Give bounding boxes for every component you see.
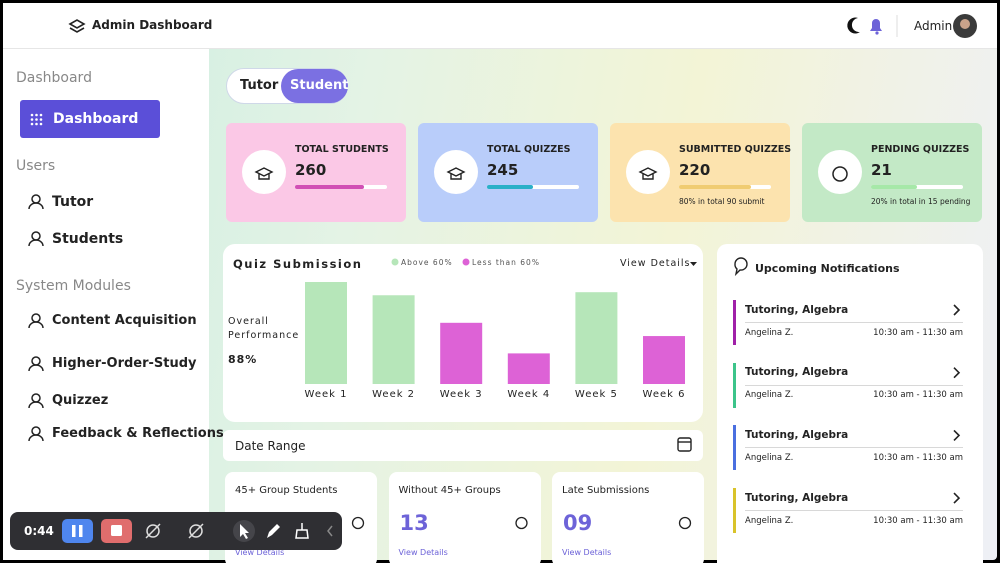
progress-track (487, 185, 579, 189)
pause-button[interactable] (62, 519, 93, 543)
progress-fill (487, 185, 533, 189)
info-card-value: 09 (563, 511, 593, 535)
stat-value: 260 (295, 161, 327, 179)
notification-accent (733, 425, 736, 471)
notification-name: Angelina Z. (745, 390, 794, 401)
toggle-active[interactable] (281, 69, 348, 103)
top-bar (3, 3, 997, 49)
date-range-label: Date Range (235, 439, 306, 453)
notification-title[interactable]: Tutoring, Algebra (745, 491, 849, 504)
progress-fill (295, 185, 364, 189)
toggle-option[interactable]: Tutor (240, 78, 279, 93)
notification-name: Angelina Z. (745, 515, 794, 526)
sidebar-heading: Users (16, 158, 56, 174)
notifications-title: Upcoming Notifications (755, 262, 900, 275)
notification-title[interactable]: Tutoring, Algebra (745, 366, 849, 379)
notification-rule (745, 447, 963, 449)
notification-title[interactable]: Tutoring, Algebra (745, 303, 849, 316)
notification-time: 10:30 am - 11:30 am (873, 390, 963, 401)
stat-note: 80% in total 90 submit (679, 196, 765, 206)
info-card-title: 45+ Group Students (235, 485, 338, 496)
legend-label: Above 60% (401, 257, 453, 267)
info-card-link[interactable]: View Details (235, 548, 285, 557)
notification-rule (745, 510, 963, 512)
stat-label: PENDING QUIZZES (871, 143, 970, 155)
notification-time: 10:30 am - 11:30 am (873, 452, 963, 463)
info-card-value: 13 (399, 511, 429, 535)
view-details[interactable]: View Details (620, 257, 691, 269)
notification-accent (733, 362, 736, 408)
info-card-link[interactable]: View Details (562, 548, 612, 557)
notifications-card (717, 244, 983, 563)
date-range[interactable] (223, 430, 703, 461)
stat-icon-bg (434, 150, 478, 194)
nav-item[interactable]: Dashboard (53, 111, 139, 127)
nav-item[interactable]: Quizzez (52, 393, 109, 408)
notification-name: Angelina Z. (745, 327, 794, 338)
stat-value: 220 (679, 161, 711, 179)
x-tick-label: Week 6 (642, 389, 686, 400)
side-label: Overall Performance (228, 315, 300, 341)
stat-icon-bg (242, 150, 286, 194)
info-card (552, 472, 704, 563)
progress-fill (679, 185, 751, 189)
stat-icon-bg (626, 150, 670, 194)
stat-label: TOTAL STUDENTS (295, 143, 389, 155)
toggle-option[interactable]: Student (290, 78, 349, 93)
stat-value: 245 (487, 161, 519, 179)
notification-time: 10:30 am - 11:30 am (873, 515, 963, 526)
notification-name: Angelina Z. (745, 452, 794, 463)
recorder-time: 0:44 (24, 524, 54, 538)
legend-label: Less than 60% (472, 257, 540, 267)
notification-rule (745, 322, 963, 323)
nav-item[interactable]: Higher-Order-Study (52, 356, 197, 371)
x-tick-label: Week 1 (304, 389, 348, 400)
chart-title: Quiz Submission (233, 256, 363, 271)
stat-note: 20% in total in 15 pending (871, 196, 971, 206)
sidebar-heading: System Modules (16, 278, 131, 294)
x-tick-label: Week 4 (507, 389, 551, 400)
app-title: Admin Dashboard (92, 18, 213, 32)
stop-button[interactable] (101, 519, 132, 543)
nav-item[interactable]: Tutor (52, 194, 94, 210)
info-card-link[interactable]: View Details (398, 548, 448, 557)
stat-label: SUBMITTED QUIZZES (679, 143, 792, 155)
progress-track (871, 185, 963, 189)
x-tick-label: Week 2 (372, 389, 416, 400)
info-card-title: Late Submissions (562, 485, 650, 496)
user-name: Admin (914, 19, 953, 33)
side-value: 88% (228, 353, 258, 366)
notification-accent (733, 300, 736, 345)
x-tick-label: Week 5 (574, 389, 618, 400)
nav-item[interactable]: Feedback & Reflections (52, 426, 224, 441)
info-card (388, 472, 541, 563)
stat-value: 21 (871, 161, 892, 179)
notification-accent (733, 488, 736, 534)
recorder-bar (10, 512, 342, 550)
nav-item[interactable]: Content Acquisition (52, 313, 197, 328)
notification-rule (745, 384, 963, 386)
progress-fill (871, 185, 917, 189)
nav-active[interactable] (20, 100, 160, 138)
x-tick-label: Week 3 (439, 389, 483, 400)
stat-icon-bg (818, 150, 862, 194)
sidebar-heading: Dashboard (16, 70, 92, 86)
nav-item[interactable]: Students (52, 231, 124, 247)
notification-title[interactable]: Tutoring, Algebra (745, 428, 849, 441)
info-card-title: Without 45+ Groups (398, 485, 501, 496)
notification-time: 10:30 am - 11:30 am (873, 327, 963, 338)
stat-label: TOTAL QUIZZES (487, 143, 571, 155)
